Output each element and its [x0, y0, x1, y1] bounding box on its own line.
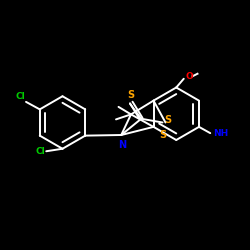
Text: S: S [164, 115, 172, 125]
Text: Cl: Cl [15, 92, 25, 100]
Text: Cl: Cl [35, 147, 45, 156]
Text: N: N [118, 140, 126, 149]
Text: NH: NH [213, 128, 228, 138]
Text: S: S [159, 130, 166, 140]
Text: S: S [128, 90, 135, 100]
Text: O: O [186, 72, 194, 81]
